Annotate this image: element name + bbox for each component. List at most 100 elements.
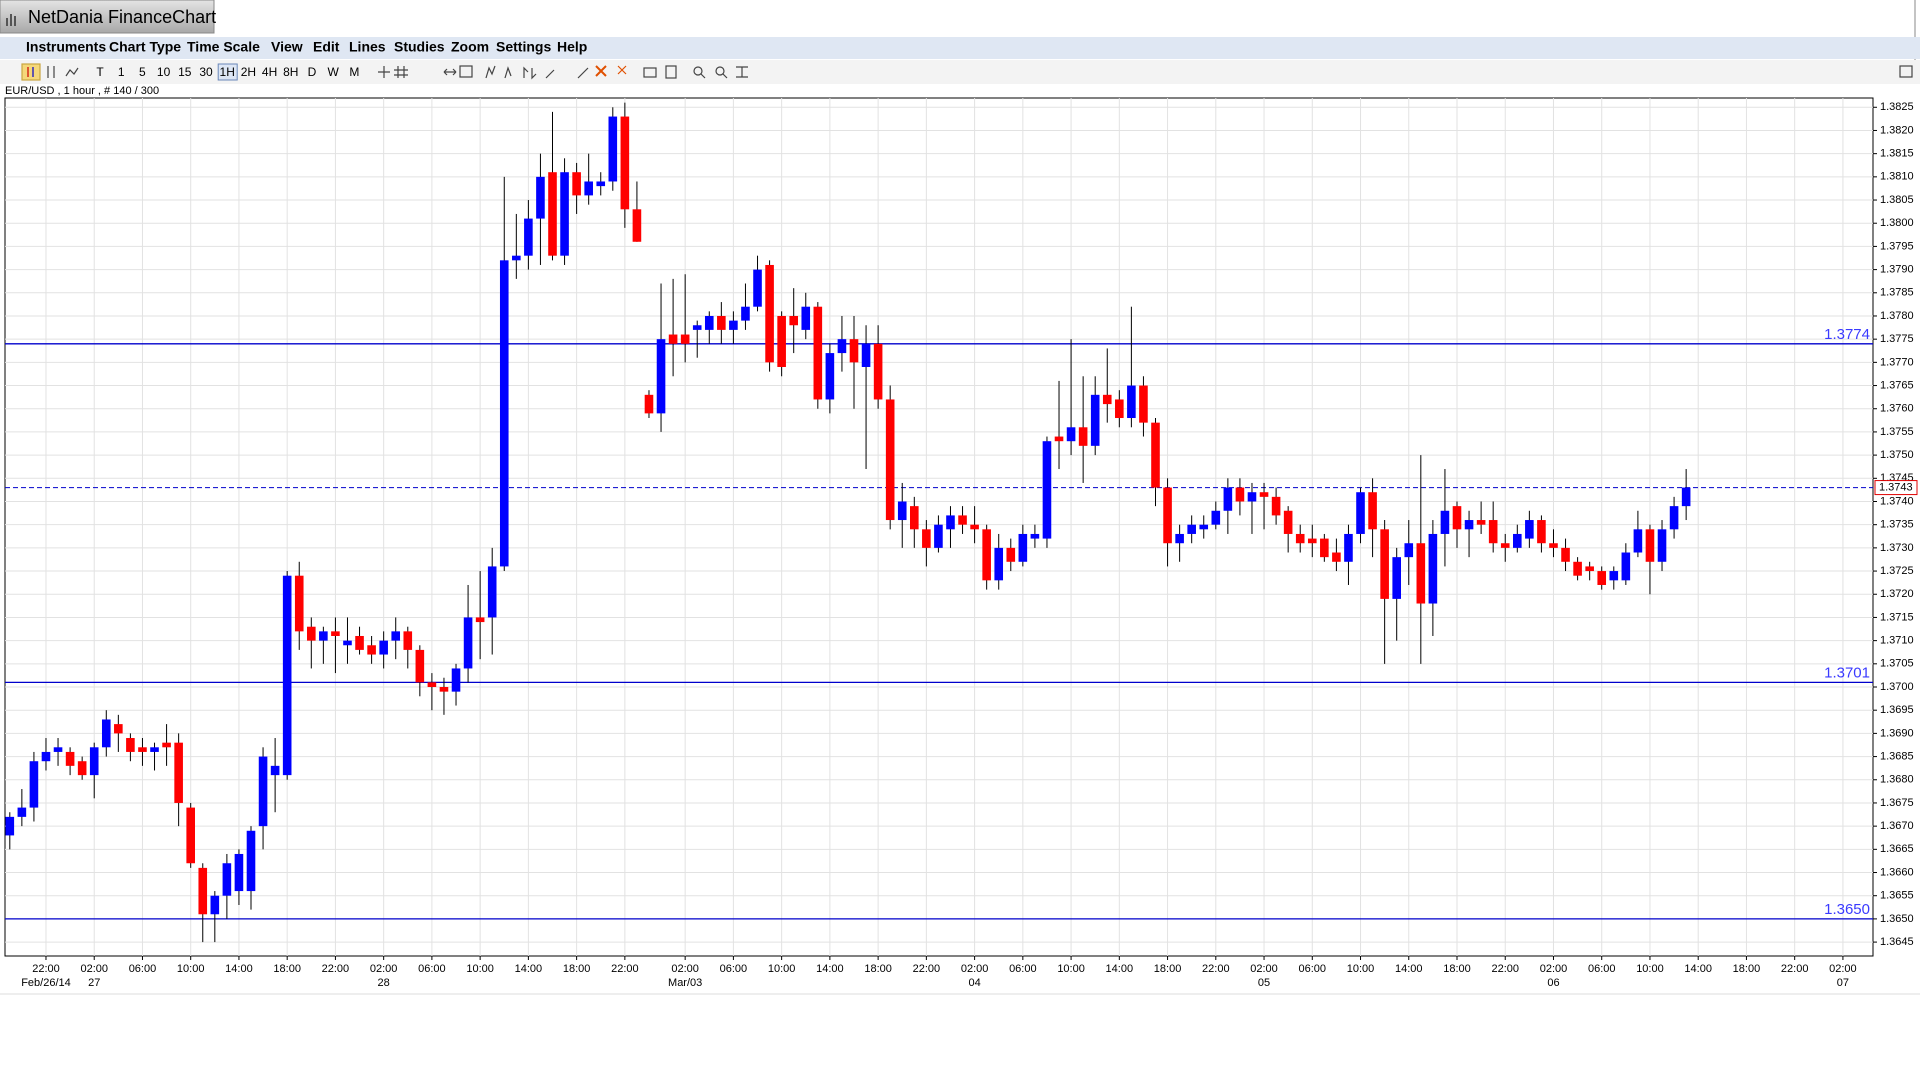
timescale-button[interactable]: 4H — [262, 65, 277, 79]
y-tick-label: 1.3650 — [1880, 913, 1914, 925]
timescale-button[interactable]: 8H — [283, 65, 298, 79]
timescale-button[interactable]: 5 — [139, 65, 146, 79]
x-date-label: 27 — [88, 977, 100, 989]
candle-body — [1030, 533, 1040, 539]
y-tick-label: 1.3680 — [1880, 774, 1914, 786]
level-label: 1.3774 — [1824, 326, 1870, 343]
timescale-button[interactable]: 15 — [178, 65, 192, 79]
x-tick-label: 22:00 — [611, 963, 639, 975]
candle-body — [1368, 492, 1377, 530]
candle-body — [1102, 394, 1112, 405]
candle-body — [849, 339, 859, 363]
y-tick-label: 1.3820 — [1880, 124, 1914, 136]
level-label: 1.3650 — [1824, 901, 1870, 918]
y-tick-label: 1.3700 — [1880, 681, 1914, 693]
candle-body — [89, 747, 99, 776]
candle-body — [560, 172, 569, 256]
timescale-button[interactable]: 30 — [199, 65, 213, 79]
candle-body — [729, 320, 738, 330]
candle-body — [910, 506, 919, 530]
y-tick-label: 1.3710 — [1880, 635, 1914, 647]
menu-item[interactable]: Help — [557, 39, 587, 55]
candle-body — [1223, 487, 1233, 511]
candle-body — [777, 315, 786, 367]
window-title: NetDania FinanceChart — [28, 7, 216, 27]
timescale-button[interactable]: 2H — [241, 65, 256, 79]
candle-body — [994, 547, 1004, 581]
menu-item[interactable]: Chart Type — [109, 39, 181, 55]
timescale-button[interactable]: 1 — [118, 65, 125, 79]
candle-body — [1295, 533, 1305, 544]
y-tick-label: 1.3705 — [1880, 658, 1914, 670]
menu-item[interactable]: Instruments — [26, 39, 106, 55]
candle-body — [620, 116, 630, 210]
menu-item[interactable]: Zoom — [451, 39, 489, 55]
candle-body — [1621, 552, 1631, 581]
candle-body — [704, 315, 714, 330]
menu-item[interactable]: Time Scale — [187, 39, 260, 55]
timescale-buttons: T 1 5 10 15 30 1H 2H 4H 8H D W M — [96, 63, 359, 81]
menu-item[interactable]: Settings — [496, 39, 551, 55]
candle-body — [1139, 385, 1148, 423]
timescale-button[interactable]: M — [349, 65, 359, 79]
y-tick-label: 1.3800 — [1880, 217, 1914, 229]
timescale-button[interactable]: W — [328, 65, 340, 79]
y-tick-label: 1.3770 — [1880, 356, 1914, 368]
y-tick-label: 1.3805 — [1880, 194, 1914, 206]
x-tick-label: 06:00 — [1009, 963, 1037, 975]
last-price-label: 1.3743 — [1879, 481, 1913, 493]
candle-body — [17, 807, 27, 817]
candle-body — [717, 315, 726, 330]
x-tick-label: 14:00 — [225, 963, 253, 975]
candle-body — [282, 575, 292, 776]
candle-body — [487, 566, 497, 618]
horizontal-lines: 1.3774 1.3701 1.3650 — [5, 326, 1873, 920]
menu-item[interactable]: Edit — [313, 39, 340, 55]
candle-body — [101, 719, 111, 748]
menu-item[interactable]: Studies — [394, 39, 445, 55]
candle-body — [1561, 547, 1570, 562]
candle-body — [1549, 543, 1558, 548]
y-tick-label: 1.3780 — [1880, 310, 1914, 322]
candle-body — [150, 747, 159, 752]
candle-body — [5, 816, 15, 836]
candle-body — [632, 209, 642, 242]
menu-item[interactable]: Lines — [349, 39, 386, 55]
x-tick-label: 22:00 — [32, 963, 60, 975]
candle-body — [813, 306, 823, 400]
timescale-button[interactable]: D — [308, 65, 317, 79]
candle-body — [53, 747, 63, 752]
x-tick-label: 18:00 — [1443, 963, 1471, 975]
y-tick-label: 1.3655 — [1880, 890, 1914, 902]
x-tick-label: 22:00 — [1202, 963, 1230, 975]
candle-body — [1416, 543, 1426, 604]
timescale-button[interactable]: T — [96, 65, 104, 79]
x-tick-label: 14:00 — [1106, 963, 1134, 975]
candle-body — [1235, 487, 1245, 502]
candle-body — [355, 635, 364, 650]
timescale-button[interactable]: 10 — [157, 65, 171, 79]
x-tick-label: 02:00 — [1540, 963, 1568, 975]
x-tick-label: 18:00 — [864, 963, 892, 975]
x-tick-label: 10:00 — [1347, 963, 1375, 975]
last-price-box — [1874, 480, 1918, 496]
y-tick-label: 1.3690 — [1880, 727, 1914, 739]
candle-body — [1054, 436, 1064, 442]
candle-body — [1488, 520, 1498, 544]
candle-body — [1332, 552, 1341, 562]
candle-body — [138, 747, 147, 752]
candle-body — [1187, 524, 1196, 534]
timescale-button[interactable]: 1H — [220, 65, 235, 79]
candle-body — [644, 394, 654, 414]
y-tick-label: 1.3795 — [1880, 240, 1914, 252]
x-tick-label: 06:00 — [1588, 963, 1616, 975]
y-tick-label: 1.3720 — [1880, 588, 1914, 600]
x-tick-label: 10:00 — [1057, 963, 1085, 975]
candle-body — [1500, 543, 1510, 548]
candle-body — [946, 515, 955, 530]
candle-body — [427, 682, 437, 688]
candle-body — [1175, 533, 1184, 544]
menu-item[interactable]: View — [271, 39, 303, 55]
candle-body — [1464, 520, 1474, 530]
